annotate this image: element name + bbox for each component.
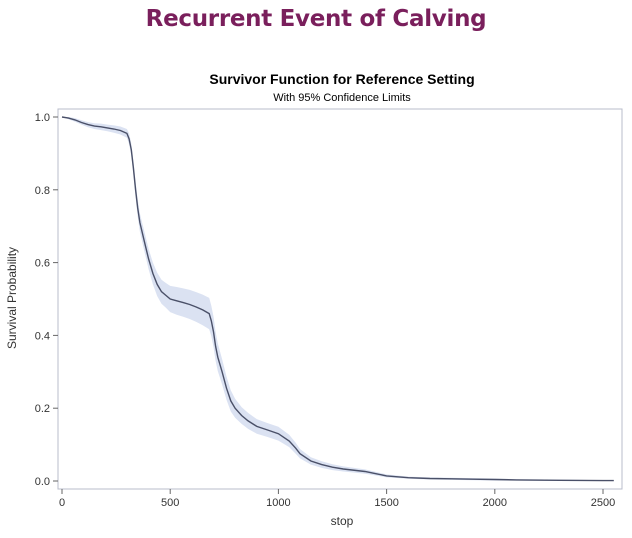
survival-curve (61, 116, 614, 482)
x-axis-label: stop (331, 514, 354, 528)
y-tick-label: 0.8 (35, 185, 50, 197)
x-tick-label: 0 (59, 497, 65, 509)
page-heading: Recurrent Event of Calving (145, 6, 487, 32)
y-tick-label: 0.4 (35, 330, 50, 342)
y-tick-label: 0.0 (35, 476, 50, 488)
chart-subtitle: With 95% Confidence Limits (273, 92, 411, 104)
x-tick-label: 1500 (374, 497, 398, 509)
x-tick-label: 500 (161, 497, 179, 509)
x-axis-ticks: 0 500 1000 1500 2000 2500 (59, 489, 615, 509)
x-tick-label: 1000 (266, 497, 290, 509)
plot-frame (57, 108, 623, 490)
x-tick-label: 2000 (483, 497, 507, 509)
y-axis-label: Survival Probability (5, 247, 19, 349)
confidence-band (62, 117, 614, 481)
y-tick-label: 1.0 (35, 112, 50, 124)
survival-line-layer (61, 116, 614, 482)
confidence-band-layer (62, 117, 614, 481)
y-tick-label: 0.2 (35, 403, 50, 415)
x-tick-label: 2500 (591, 497, 615, 509)
chart-title: Survivor Function for Reference Setting (209, 71, 474, 87)
y-axis-ticks: 0.0 0.2 0.4 0.6 0.8 1.0 (35, 112, 58, 488)
y-tick-label: 0.6 (35, 258, 50, 270)
